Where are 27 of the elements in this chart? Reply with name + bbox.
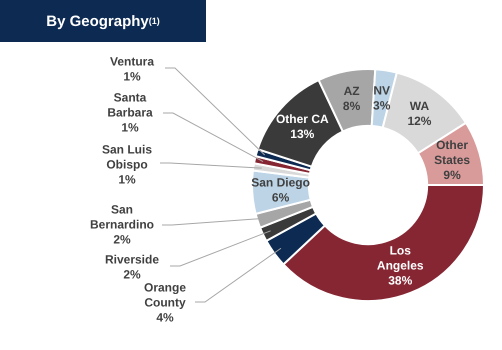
slice-label: Other CA (276, 112, 329, 126)
data-label: 8% (342, 98, 361, 113)
slice-label: Riverside (104, 252, 160, 266)
data-label: 1% (123, 69, 141, 84)
data-label: 2% (123, 267, 141, 282)
data-label: 1% (118, 172, 136, 186)
slice-label: AZ (344, 84, 360, 98)
slice-label: Orange County (144, 280, 186, 310)
data-label: 4% (156, 310, 174, 324)
data-label: 12% (407, 114, 432, 128)
slice-label: Ventura (110, 54, 154, 68)
slice-label: Los Angeles (376, 244, 424, 273)
slice-label: Santa Barbara (107, 90, 154, 120)
slice-label: Other States (434, 138, 470, 167)
slice-label: San Luis Obispo (102, 142, 152, 172)
slice-label: San Diego (251, 175, 310, 190)
data-label: 13% (290, 126, 315, 141)
data-label: 9% (443, 168, 462, 182)
data-label: 38% (388, 274, 413, 288)
slice-label: WA (410, 98, 430, 113)
data-label: 3% (373, 98, 391, 112)
slice-label: NV (373, 83, 390, 98)
chart-title: By Geography$^{(1)}$ (0, 0, 206, 42)
slice-label: San Bernardino (90, 202, 154, 232)
data-label: 2% (113, 232, 131, 246)
data-label: 1% (121, 120, 139, 134)
data-label: 6% (272, 190, 290, 204)
